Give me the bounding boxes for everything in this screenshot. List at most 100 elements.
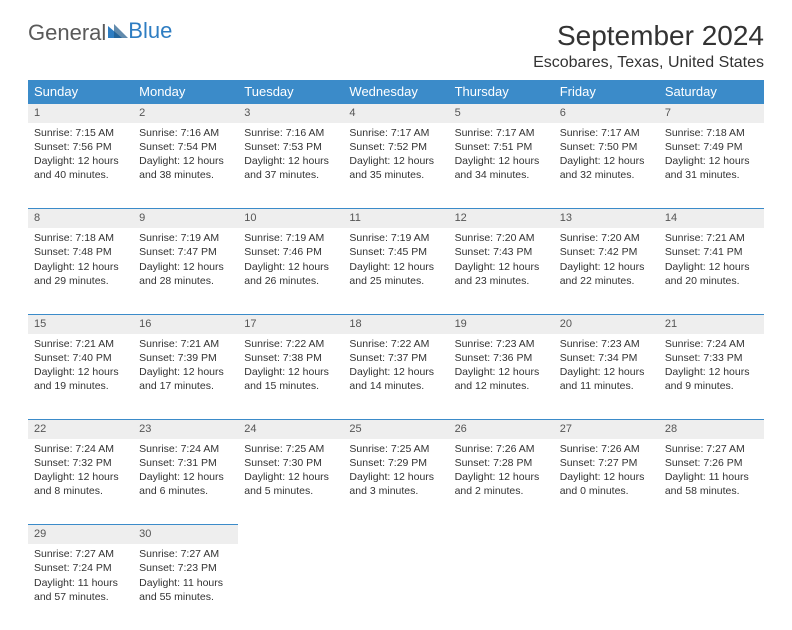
day-content-cell: Sunrise: 7:22 AMSunset: 7:38 PMDaylight:… [238, 334, 343, 420]
day-content-cell [238, 544, 343, 630]
day-number-cell: 25 [343, 420, 448, 439]
daylight-text: Daylight: 12 hours and 19 minutes. [34, 365, 127, 393]
day-content-cell: Sunrise: 7:27 AMSunset: 7:24 PMDaylight:… [28, 544, 133, 630]
day-number-cell [238, 525, 343, 544]
sunrise-text: Sunrise: 7:16 AM [244, 126, 337, 140]
logo: General Blue [28, 20, 172, 46]
sunrise-text: Sunrise: 7:19 AM [139, 231, 232, 245]
day-content-cell: Sunrise: 7:19 AMSunset: 7:47 PMDaylight:… [133, 228, 238, 314]
sunrise-text: Sunrise: 7:17 AM [560, 126, 653, 140]
daylight-text: Daylight: 12 hours and 32 minutes. [560, 154, 653, 182]
sunset-text: Sunset: 7:54 PM [139, 140, 232, 154]
day-header: Wednesday [343, 80, 448, 104]
sunrise-text: Sunrise: 7:19 AM [244, 231, 337, 245]
sunset-text: Sunset: 7:36 PM [455, 351, 548, 365]
daylight-text: Daylight: 12 hours and 11 minutes. [560, 365, 653, 393]
day-number-cell: 22 [28, 420, 133, 439]
day-header: Friday [554, 80, 659, 104]
day-number-row: 22232425262728 [28, 420, 764, 439]
day-content-cell: Sunrise: 7:21 AMSunset: 7:40 PMDaylight:… [28, 334, 133, 420]
day-number-cell: 16 [133, 314, 238, 333]
sunrise-text: Sunrise: 7:24 AM [34, 442, 127, 456]
day-content-cell: Sunrise: 7:21 AMSunset: 7:41 PMDaylight:… [659, 228, 764, 314]
daylight-text: Daylight: 12 hours and 28 minutes. [139, 260, 232, 288]
daylight-text: Daylight: 12 hours and 25 minutes. [349, 260, 442, 288]
sunset-text: Sunset: 7:49 PM [665, 140, 758, 154]
day-content-cell: Sunrise: 7:23 AMSunset: 7:34 PMDaylight:… [554, 334, 659, 420]
day-number-cell [343, 525, 448, 544]
daylight-text: Daylight: 12 hours and 29 minutes. [34, 260, 127, 288]
daylight-text: Daylight: 12 hours and 20 minutes. [665, 260, 758, 288]
day-number-cell: 26 [449, 420, 554, 439]
daylight-text: Daylight: 12 hours and 5 minutes. [244, 470, 337, 498]
sunset-text: Sunset: 7:34 PM [560, 351, 653, 365]
title-block: September 2024 Escobares, Texas, United … [533, 20, 764, 72]
logo-triangle-icon [108, 18, 128, 44]
day-content-cell: Sunrise: 7:15 AMSunset: 7:56 PMDaylight:… [28, 123, 133, 209]
sunset-text: Sunset: 7:38 PM [244, 351, 337, 365]
sunset-text: Sunset: 7:51 PM [455, 140, 548, 154]
sunset-text: Sunset: 7:26 PM [665, 456, 758, 470]
daylight-text: Daylight: 12 hours and 35 minutes. [349, 154, 442, 182]
daylight-text: Daylight: 12 hours and 15 minutes. [244, 365, 337, 393]
day-content-cell: Sunrise: 7:20 AMSunset: 7:43 PMDaylight:… [449, 228, 554, 314]
sunset-text: Sunset: 7:28 PM [455, 456, 548, 470]
sunset-text: Sunset: 7:50 PM [560, 140, 653, 154]
sunrise-text: Sunrise: 7:19 AM [349, 231, 442, 245]
day-content-row: Sunrise: 7:15 AMSunset: 7:56 PMDaylight:… [28, 123, 764, 209]
sunrise-text: Sunrise: 7:24 AM [139, 442, 232, 456]
daylight-text: Daylight: 12 hours and 2 minutes. [455, 470, 548, 498]
sunrise-text: Sunrise: 7:16 AM [139, 126, 232, 140]
daylight-text: Daylight: 12 hours and 9 minutes. [665, 365, 758, 393]
day-number-cell: 5 [449, 104, 554, 123]
day-header-row: Sunday Monday Tuesday Wednesday Thursday… [28, 80, 764, 104]
daylight-text: Daylight: 12 hours and 40 minutes. [34, 154, 127, 182]
sunset-text: Sunset: 7:37 PM [349, 351, 442, 365]
sunrise-text: Sunrise: 7:25 AM [244, 442, 337, 456]
day-number-cell: 29 [28, 525, 133, 544]
sunrise-text: Sunrise: 7:27 AM [139, 547, 232, 561]
day-number-cell: 15 [28, 314, 133, 333]
daylight-text: Daylight: 12 hours and 6 minutes. [139, 470, 232, 498]
header: General Blue September 2024 Escobares, T… [28, 20, 764, 72]
day-number-cell: 12 [449, 209, 554, 228]
sunset-text: Sunset: 7:24 PM [34, 561, 127, 575]
day-number-cell: 14 [659, 209, 764, 228]
daylight-text: Daylight: 11 hours and 55 minutes. [139, 576, 232, 604]
day-content-cell [554, 544, 659, 630]
sunrise-text: Sunrise: 7:27 AM [34, 547, 127, 561]
daylight-text: Daylight: 12 hours and 37 minutes. [244, 154, 337, 182]
sunrise-text: Sunrise: 7:26 AM [560, 442, 653, 456]
day-number-cell: 21 [659, 314, 764, 333]
day-content-row: Sunrise: 7:21 AMSunset: 7:40 PMDaylight:… [28, 334, 764, 420]
day-content-cell: Sunrise: 7:19 AMSunset: 7:45 PMDaylight:… [343, 228, 448, 314]
day-number-row: 2930 [28, 525, 764, 544]
day-content-cell: Sunrise: 7:20 AMSunset: 7:42 PMDaylight:… [554, 228, 659, 314]
day-content-cell: Sunrise: 7:27 AMSunset: 7:23 PMDaylight:… [133, 544, 238, 630]
day-number-row: 1234567 [28, 104, 764, 123]
day-number-cell: 20 [554, 314, 659, 333]
sunrise-text: Sunrise: 7:15 AM [34, 126, 127, 140]
sunset-text: Sunset: 7:53 PM [244, 140, 337, 154]
daylight-text: Daylight: 12 hours and 12 minutes. [455, 365, 548, 393]
sunset-text: Sunset: 7:47 PM [139, 245, 232, 259]
logo-text-2: Blue [128, 18, 172, 44]
daylight-text: Daylight: 12 hours and 34 minutes. [455, 154, 548, 182]
sunrise-text: Sunrise: 7:20 AM [455, 231, 548, 245]
day-content-cell: Sunrise: 7:17 AMSunset: 7:50 PMDaylight:… [554, 123, 659, 209]
day-content-cell: Sunrise: 7:19 AMSunset: 7:46 PMDaylight:… [238, 228, 343, 314]
day-header: Thursday [449, 80, 554, 104]
day-number-cell: 18 [343, 314, 448, 333]
day-number-cell: 11 [343, 209, 448, 228]
sunset-text: Sunset: 7:33 PM [665, 351, 758, 365]
sunset-text: Sunset: 7:31 PM [139, 456, 232, 470]
sunset-text: Sunset: 7:40 PM [34, 351, 127, 365]
daylight-text: Daylight: 11 hours and 58 minutes. [665, 470, 758, 498]
daylight-text: Daylight: 12 hours and 0 minutes. [560, 470, 653, 498]
day-number-cell [659, 525, 764, 544]
sunrise-text: Sunrise: 7:25 AM [349, 442, 442, 456]
sunrise-text: Sunrise: 7:23 AM [455, 337, 548, 351]
daylight-text: Daylight: 12 hours and 26 minutes. [244, 260, 337, 288]
day-number-cell: 7 [659, 104, 764, 123]
day-number-cell: 1 [28, 104, 133, 123]
